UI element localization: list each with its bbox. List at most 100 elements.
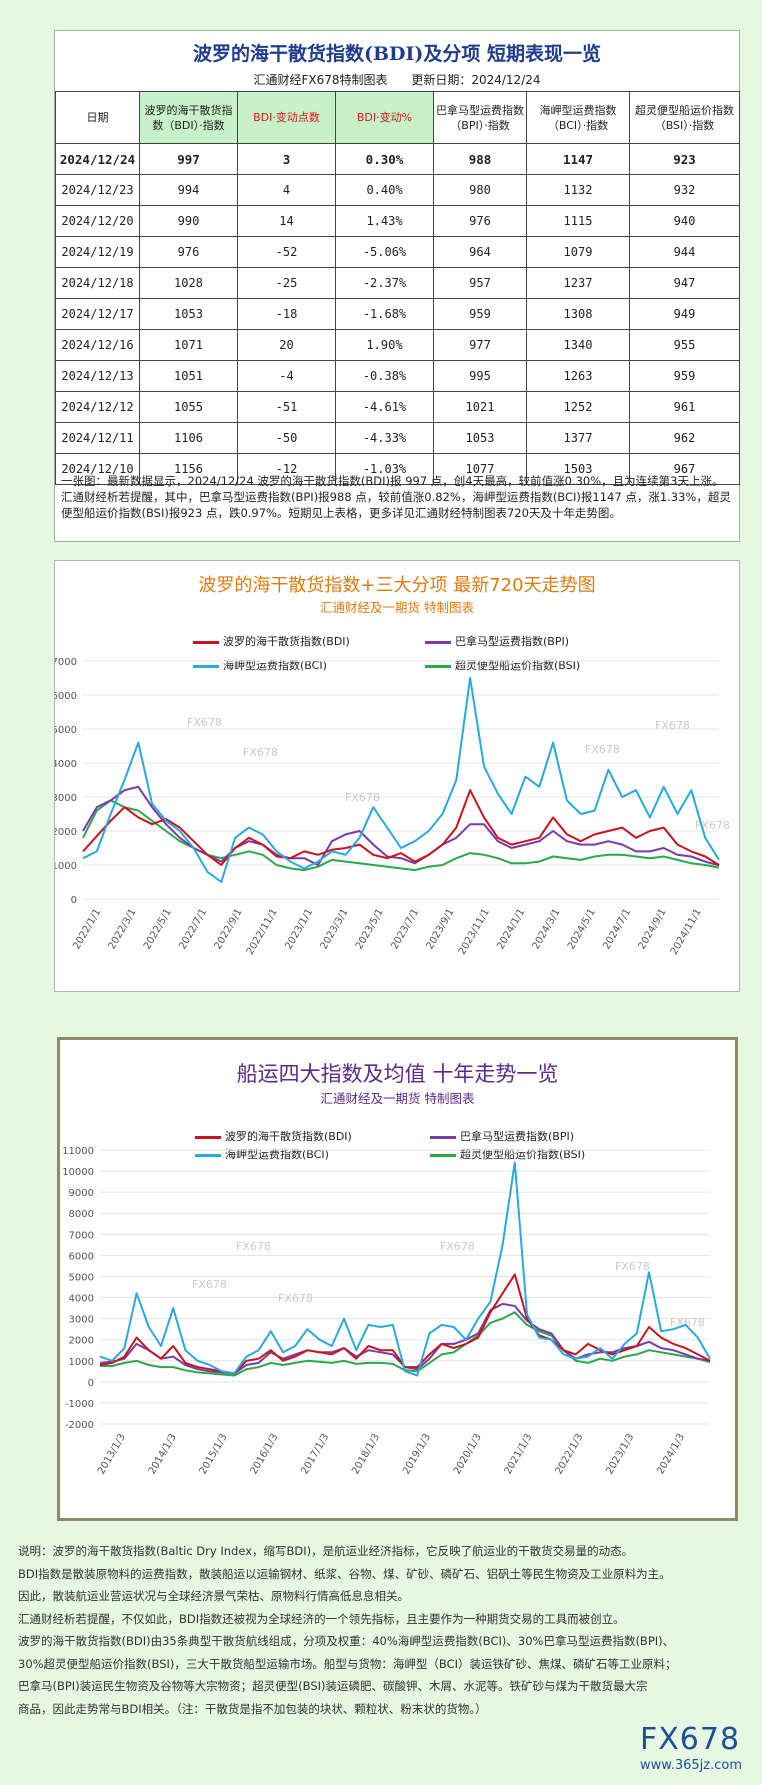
chart-watermark: FX678 [615, 1260, 650, 1273]
table-cell: 980 [433, 174, 527, 206]
site-url: www.365jz.com [640, 1758, 742, 1773]
x-tick-label: 2023/1/1 [283, 907, 315, 951]
x-tick-label: 2022/9/1 [213, 907, 245, 951]
table-cell: 2024/12/10 [55, 453, 140, 485]
table-cell: 0.30% [335, 143, 434, 175]
table-cell: -52 [237, 236, 336, 268]
table-cell: 947 [629, 267, 740, 299]
table-cell: 2024/12/12 [55, 391, 140, 423]
x-tick-label: 2023/1/3 [604, 1432, 636, 1476]
table-cell: 944 [629, 236, 740, 268]
table-cell: 1053 [139, 298, 238, 330]
table-cell: 2024/12/16 [55, 329, 140, 361]
table-cell: 4 [237, 174, 336, 206]
x-tick-label: 2013/1/3 [96, 1432, 128, 1476]
column-header: 海岬型运费指数（BCI）·指数 [526, 91, 630, 144]
x-tick-label: 2024/9/1 [637, 907, 669, 951]
chart-watermark: FX678 [192, 1278, 227, 1291]
index-table: 日期 波罗的海干散货指数（BDI）·指数 BDI·变动点数 BDI·变动% 巴拿… [55, 91, 740, 485]
table-cell: 1115 [526, 205, 630, 237]
table-cell: 2024/12/20 [55, 205, 140, 237]
table-cell: 1055 [139, 391, 238, 423]
x-tick-label: 2014/1/3 [147, 1432, 179, 1476]
series-line-bci [82, 677, 720, 883]
table-cell: -0.38% [335, 360, 434, 392]
chart2-title: 船运四大指数及均值 十年走势一览 [236, 1062, 559, 1086]
table-cell: 1051 [139, 360, 238, 392]
chart1-title: 波罗的海干散货指数+三大分项 最新720天走势图 [198, 575, 596, 596]
explain-line: 30%超灵便型船运价指数(BSI)，三大干散货船型运输市场。船型与货物：海岬型（… [18, 1656, 677, 1671]
chart-watermark: FX678 [655, 719, 690, 732]
column-header: 日期 [55, 91, 140, 144]
table-cell: 1252 [526, 391, 630, 423]
table-cell: -2.37% [335, 267, 434, 299]
source-label: 汇通财经FX678特制图表 [253, 73, 388, 87]
table-cell: 1021 [433, 391, 527, 423]
chart-watermark: FX678 [440, 1240, 475, 1253]
table-body: 2024/12/24 997 3 0.30% 988 1147 923 2024/12/23 9… [55, 143, 740, 485]
y-tick-label: 8000 [69, 1209, 94, 1220]
table-cell: 1.90% [335, 329, 434, 361]
table-cell: 1377 [526, 422, 630, 454]
x-tick-label: 2022/5/1 [142, 907, 174, 951]
x-tick-label: 2022/11/1 [245, 907, 280, 957]
table-cell: 955 [629, 329, 740, 361]
brand-watermark: FX678 [640, 1722, 741, 1757]
y-tick-label: 1000 [55, 861, 77, 872]
explain-line: 说明：波罗的海干散货指数(Baltic Dry Index，缩写BDI)，是航运… [18, 1544, 634, 1558]
y-tick-label: 5000 [55, 725, 77, 736]
x-tick-label: 2024/5/1 [566, 907, 598, 951]
column-header: 波罗的海干散货指数（BDI）·指数 [139, 91, 238, 144]
x-tick-label: 2017/1/3 [299, 1432, 331, 1476]
x-tick-label: 2018/1/3 [350, 1432, 382, 1476]
column-header: BDI·变动点数 [237, 91, 336, 144]
y-tick-label: 6000 [55, 691, 77, 702]
table-cell: 1308 [526, 298, 630, 330]
table-cell: 964 [433, 236, 527, 268]
y-tick-label: 9000 [69, 1188, 94, 1199]
legend-bpi: 巴拿马型运费指数(BPI) [430, 1128, 574, 1144]
table-cell: 1132 [526, 174, 630, 206]
x-tick-label: 2022/7/1 [177, 907, 209, 951]
table-cell: 1340 [526, 329, 630, 361]
table-row: 2024/12/24 997 3 0.30% 988 1147 923 [55, 143, 740, 175]
table-cell: 962 [629, 422, 740, 454]
table-row: 2024/12/17 1053 -18 -1.68% 959 1308 949 [55, 298, 740, 330]
table-row: 2024/12/23 994 4 0.40% 980 1132 932 [55, 174, 740, 206]
y-tick-label: 3000 [69, 1315, 94, 1326]
table-cell: 1071 [139, 329, 238, 361]
x-tick-label: 2024/7/1 [601, 907, 633, 951]
table-cell: 976 [433, 205, 527, 237]
legend-bdi: 波罗的海干散货指数(BDI) [193, 633, 350, 649]
explain-line: 波罗的海干散货指数(BDI)由35条典型干散货航线组成，分项及权重：40%海岬型… [18, 1634, 675, 1648]
table-cell: -50 [237, 422, 336, 454]
explanation-text: 说明：波罗的海干散货指数(Baltic Dry Index，缩写BDI)，是航运… [18, 1540, 744, 1720]
series-line-bpi [82, 785, 720, 867]
column-header: 巴拿马型运费指数（BPI）·指数 [433, 91, 527, 144]
table-cell: 1053 [433, 422, 527, 454]
table-cell: 14 [237, 205, 336, 237]
table-cell: -5.06% [335, 236, 434, 268]
table-row: 2024/12/13 1051 -4 -0.38% 995 1263 959 [55, 360, 740, 392]
y-tick-label: 7000 [55, 657, 77, 668]
table-cell: -4 [237, 360, 336, 392]
x-tick-label: 2024/11/1 [669, 907, 704, 957]
y-tick-label: 11000 [62, 1146, 94, 1157]
table-cell: -4.61% [335, 391, 434, 423]
table-cell: -25 [237, 267, 336, 299]
table-cell: 2024/12/13 [55, 360, 140, 392]
table-cell: 3 [237, 143, 336, 175]
table-cell: 932 [629, 174, 740, 206]
column-header: 超灵便型船运价指数（BSI）·指数 [629, 91, 740, 144]
y-tick-label: 4000 [69, 1294, 94, 1305]
table-row: 2024/12/10 1156 -12 -1.03% 1077 1503 967 [55, 453, 740, 485]
table-cell: -18 [237, 298, 336, 330]
series-line-bpi [99, 1302, 711, 1375]
y-tick-label: -1000 [65, 1399, 94, 1410]
source-line: 汇通财经FX678特制图表 更新日期：2024/12/24 [55, 71, 739, 88]
table-cell: 1237 [526, 267, 630, 299]
x-tick-label: 2019/1/3 [401, 1432, 433, 1476]
table-cell: 2024/12/18 [55, 267, 140, 299]
y-tick-label: 2000 [69, 1336, 94, 1347]
legend-label: 超灵便型船运价指数(BSI) [460, 1148, 586, 1161]
